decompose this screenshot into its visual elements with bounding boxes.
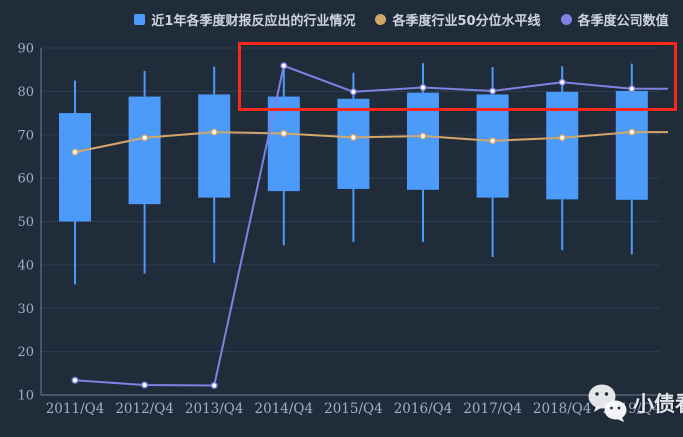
legend-label: 各季度行业50分位水平线 [392, 14, 541, 29]
highlight-rectangle [238, 42, 677, 111]
box-body [337, 98, 370, 189]
line-series-1 [71, 128, 668, 156]
line-series-2 [71, 62, 668, 389]
box-body [59, 113, 91, 222]
x-tick-label: 2017/Q4 [463, 401, 522, 417]
candlestick-2011/Q4 [59, 80, 91, 285]
axes [40, 48, 660, 396]
candlestick-2015/Q4 [337, 72, 370, 242]
data-point-marker [280, 62, 288, 70]
wechat-icon [588, 384, 627, 422]
box-body [476, 94, 509, 198]
data-point-marker [628, 85, 636, 93]
legend-item-industry-range[interactable]: 近1年各季度财报反应出的行业情况 [134, 10, 355, 29]
purple-circle-icon [560, 14, 572, 25]
data-point-marker [489, 87, 497, 95]
x-tick-label: 2014/Q4 [255, 401, 314, 417]
box-body [128, 96, 161, 205]
blue-square-icon [134, 14, 146, 25]
x-tick-label: 2016/Q4 [394, 401, 453, 417]
data-point-marker [71, 376, 79, 384]
data-point-marker [419, 83, 427, 91]
y-axis-labels: 10 20 30 40 50 60 70 80 90 [17, 42, 34, 404]
y-tick-label: 90 [17, 42, 34, 57]
chart-legend: 近1年各季度财报反应出的行业情况 各季度行业50分位水平线 各季度公司数值 [120, 10, 683, 29]
x-tick-label: 2011/Q4 [46, 401, 105, 417]
y-tick-label: 20 [17, 345, 34, 360]
y-tick-label: 50 [17, 215, 34, 230]
data-point-marker [71, 148, 79, 156]
series-line [74, 64, 668, 387]
x-tick-label: 2018/Q4 [533, 401, 592, 417]
x-axis-labels: 2011/Q4 2012/Q4 2013/Q4 2014/Q4 2015/Q4 2016/… [46, 401, 661, 417]
legend-label: 各季度公司数值 [577, 14, 669, 29]
y-tick-label: 40 [17, 258, 34, 273]
tan-circle-icon [375, 14, 387, 25]
data-point-marker [558, 78, 566, 86]
data-point-marker [628, 128, 636, 136]
series-line [74, 131, 668, 154]
box-body [198, 94, 231, 198]
data-point-marker [419, 132, 427, 140]
data-point-marker [210, 128, 218, 136]
y-tick-label: 30 [17, 302, 34, 317]
y-tick-label: 70 [17, 128, 34, 143]
legend-item-company-value[interactable]: 各季度公司数值 [560, 10, 669, 29]
candlestick-2013/Q4 [198, 66, 231, 263]
candlestick-2017/Q4 [476, 67, 509, 258]
legend-label: 近1年各季度财报反应出的行业情况 [151, 14, 356, 29]
x-tick-label: 2015/Q4 [324, 401, 383, 417]
data-point-marker [210, 381, 218, 389]
data-point-marker [558, 134, 566, 142]
data-point-marker [141, 381, 149, 389]
legend-item-median-line[interactable]: 各季度行业50分位水平线 [375, 10, 541, 29]
candlestick-2012/Q4 [128, 70, 161, 274]
watermark-text: 小债看市 [633, 392, 683, 416]
data-point-marker [280, 129, 288, 137]
x-tick-label: 2012/Q4 [115, 401, 174, 417]
watermark: 小债看市 [586, 382, 683, 424]
y-tick-label: 60 [17, 172, 34, 187]
y-tick-label: 80 [17, 85, 34, 100]
y-tick-label: 10 [17, 389, 34, 404]
data-point-marker [141, 134, 149, 142]
data-point-marker [349, 88, 357, 96]
data-point-marker [489, 137, 497, 145]
x-tick-label: 2013/Q4 [185, 401, 244, 417]
data-point-marker [349, 133, 357, 141]
